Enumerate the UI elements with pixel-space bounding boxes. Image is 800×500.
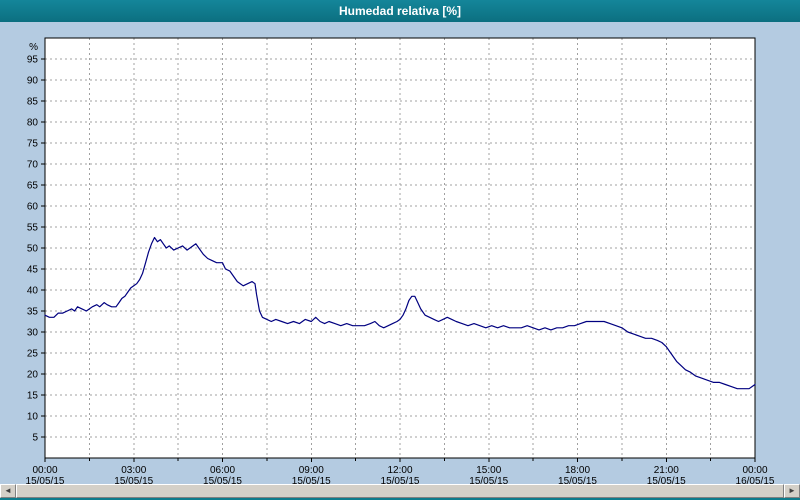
scroll-left-icon: ◄	[4, 486, 12, 495]
chart-area: 5 10 15 20 25 30 35 40 45 50 55 60 65 70 75 80 85 90 95% 00…	[0, 22, 800, 484]
svg-text:80: 80	[27, 118, 39, 129]
svg-text:55: 55	[27, 223, 39, 234]
svg-text:%: %	[29, 42, 38, 53]
svg-text:15: 15	[27, 391, 39, 402]
svg-text:00:00: 00:00	[742, 465, 767, 476]
svg-text:35: 35	[27, 307, 39, 318]
svg-text:75: 75	[27, 139, 39, 150]
svg-text:09:00: 09:00	[299, 465, 324, 476]
svg-text:60: 60	[27, 202, 39, 213]
svg-text:20: 20	[27, 370, 39, 381]
svg-text:15/05/15: 15/05/15	[114, 476, 153, 484]
scroll-right-button[interactable]: ►	[784, 484, 800, 498]
svg-text:85: 85	[27, 97, 39, 108]
svg-text:15/05/15: 15/05/15	[647, 476, 686, 484]
scroll-right-icon: ►	[788, 486, 796, 495]
svg-text:40: 40	[27, 286, 39, 297]
svg-text:12:00: 12:00	[387, 465, 412, 476]
svg-text:06:00: 06:00	[210, 465, 235, 476]
window-title: Humedad relativa [%]	[338, 4, 462, 18]
scrollbar-thumb[interactable]	[16, 484, 784, 498]
svg-text:90: 90	[27, 76, 39, 87]
svg-text:50: 50	[27, 244, 39, 255]
svg-text:15/05/15: 15/05/15	[469, 476, 508, 484]
svg-text:45: 45	[27, 265, 39, 276]
svg-text:5: 5	[32, 433, 38, 444]
svg-text:15/05/15: 15/05/15	[558, 476, 597, 484]
svg-text:18:00: 18:00	[565, 465, 590, 476]
svg-text:95: 95	[27, 55, 39, 66]
humidity-line-chart: 5 10 15 20 25 30 35 40 45 50 55 60 65 70 75 80 85 90 95% 00…	[26, 37, 775, 484]
svg-text:15:00: 15:00	[476, 465, 501, 476]
horizontal-scrollbar[interactable]: ◄ ►	[0, 484, 800, 498]
svg-text:15/05/15: 15/05/15	[381, 476, 420, 484]
svg-text:30: 30	[27, 328, 39, 339]
svg-text:03:00: 03:00	[121, 465, 146, 476]
svg-text:15/05/15: 15/05/15	[203, 476, 242, 484]
svg-text:00:00: 00:00	[32, 465, 57, 476]
svg-text:65: 65	[27, 181, 39, 192]
svg-text:25: 25	[27, 349, 39, 360]
scrollbar-track[interactable]	[16, 484, 784, 498]
svg-text:15/05/15: 15/05/15	[26, 476, 65, 484]
svg-text:15/05/15: 15/05/15	[292, 476, 331, 484]
svg-text:21:00: 21:00	[654, 465, 679, 476]
svg-text:16/05/15: 16/05/15	[736, 476, 775, 484]
scroll-left-button[interactable]: ◄	[0, 484, 16, 498]
window-titlebar: Humedad relativa [%]	[0, 0, 800, 22]
svg-text:10: 10	[27, 412, 39, 423]
svg-text:70: 70	[27, 160, 39, 171]
